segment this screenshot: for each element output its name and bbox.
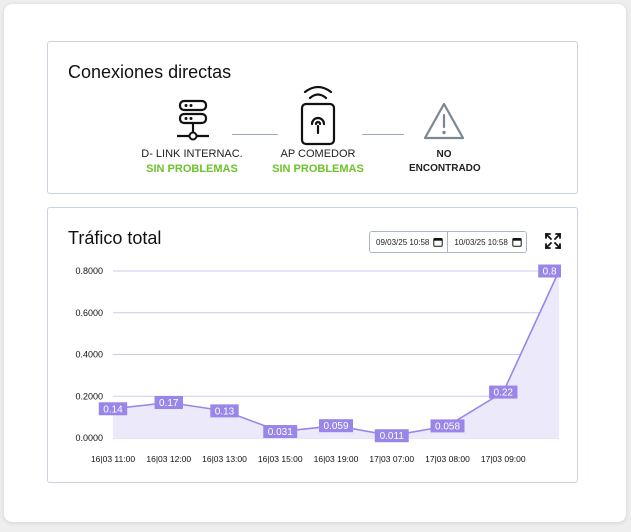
expand-icon[interactable] [544,232,562,250]
data-label: 0.14 [103,404,123,415]
data-label-box [263,425,298,439]
x-tick-label: 16|03 13:00 [202,454,247,464]
node-status: SIN PROBLEMAS [146,163,238,175]
data-label: 0.22 [494,388,514,399]
traffic-card: Tráfico total 09/03/25 10:58 10/03/25 10… [47,207,578,483]
x-tick-label: 17|03 07:00 [369,454,414,464]
date-from-value: 09/03/25 10:58 [376,237,430,247]
date-to-input[interactable]: 10/03/25 10:58 [447,232,526,252]
connector-line [232,134,278,135]
y-tick-label: 0.2000 [75,391,103,401]
data-label-box [538,264,561,278]
direct-connections-card: Conexiones directas D- LINK INTERNAC. SI… [47,41,578,194]
data-label-box [430,419,465,433]
y-tick-label: 0.6000 [75,308,103,318]
y-tick-label: 0.4000 [75,350,103,360]
node-status: SIN PROBLEMAS [272,163,364,175]
data-label-box [98,402,128,416]
data-label: 0.059 [323,421,348,432]
calendar-icon[interactable] [433,237,444,247]
direct-connections-title: Conexiones directas [68,62,232,82]
warning-icon [423,102,465,140]
data-label: 0.8 [543,267,557,278]
x-tick-label: 16|03 15:00 [258,454,303,464]
series-area [113,271,559,438]
node-name: NO ENCONTRADO [409,149,481,174]
node-name: AP COMEDOR [280,148,356,160]
data-label: 0.011 [380,431,405,442]
data-label: 0.058 [435,421,460,432]
data-label-box [489,385,518,399]
access-point-icon [300,85,336,146]
date-from-input[interactable]: 09/03/25 10:58 [370,232,448,252]
calendar-icon[interactable] [512,237,522,247]
x-tick-label: 16|03 11:00 [91,454,135,464]
date-to-value: 10/03/25 10:58 [454,237,508,247]
connector-line [362,134,404,135]
data-label: 0.031 [268,427,293,438]
traffic-title: Tráfico total [68,228,162,248]
node-name: D- LINK INTERNAC. [141,148,243,160]
node-dlink[interactable]: D- LINK INTERNAC. SIN PROBLEMAS [132,96,252,175]
node-not-found[interactable]: NO ENCONTRADO [384,100,504,176]
y-tick-label: 0.8000 [75,266,103,276]
x-tick-label: 17|03 08:00 [425,454,470,464]
traffic-chart: 0.0000 0.2000 0.4000 0.6000 0.8000 0.14 0.17 0.… [75,264,561,464]
y-tick-label: 0.0000 [75,433,103,443]
data-label-box [210,404,239,418]
server-icon [177,99,209,141]
data-label-box [319,419,353,433]
data-label-box [154,396,183,410]
x-tick-label: 16|03 19:00 [314,454,359,464]
x-tick-label: 17|03 09:00 [481,454,526,464]
data-label: 0.17 [159,398,179,409]
date-range-picker: 09/03/25 10:58 10/03/25 10:58 [369,231,527,253]
node-ap-comedor[interactable]: AP COMEDOR SIN PROBLEMAS [258,82,378,175]
data-label-box [374,429,409,443]
x-tick-label: 16|03 12:00 [146,454,191,464]
data-label: 0.13 [215,406,235,417]
